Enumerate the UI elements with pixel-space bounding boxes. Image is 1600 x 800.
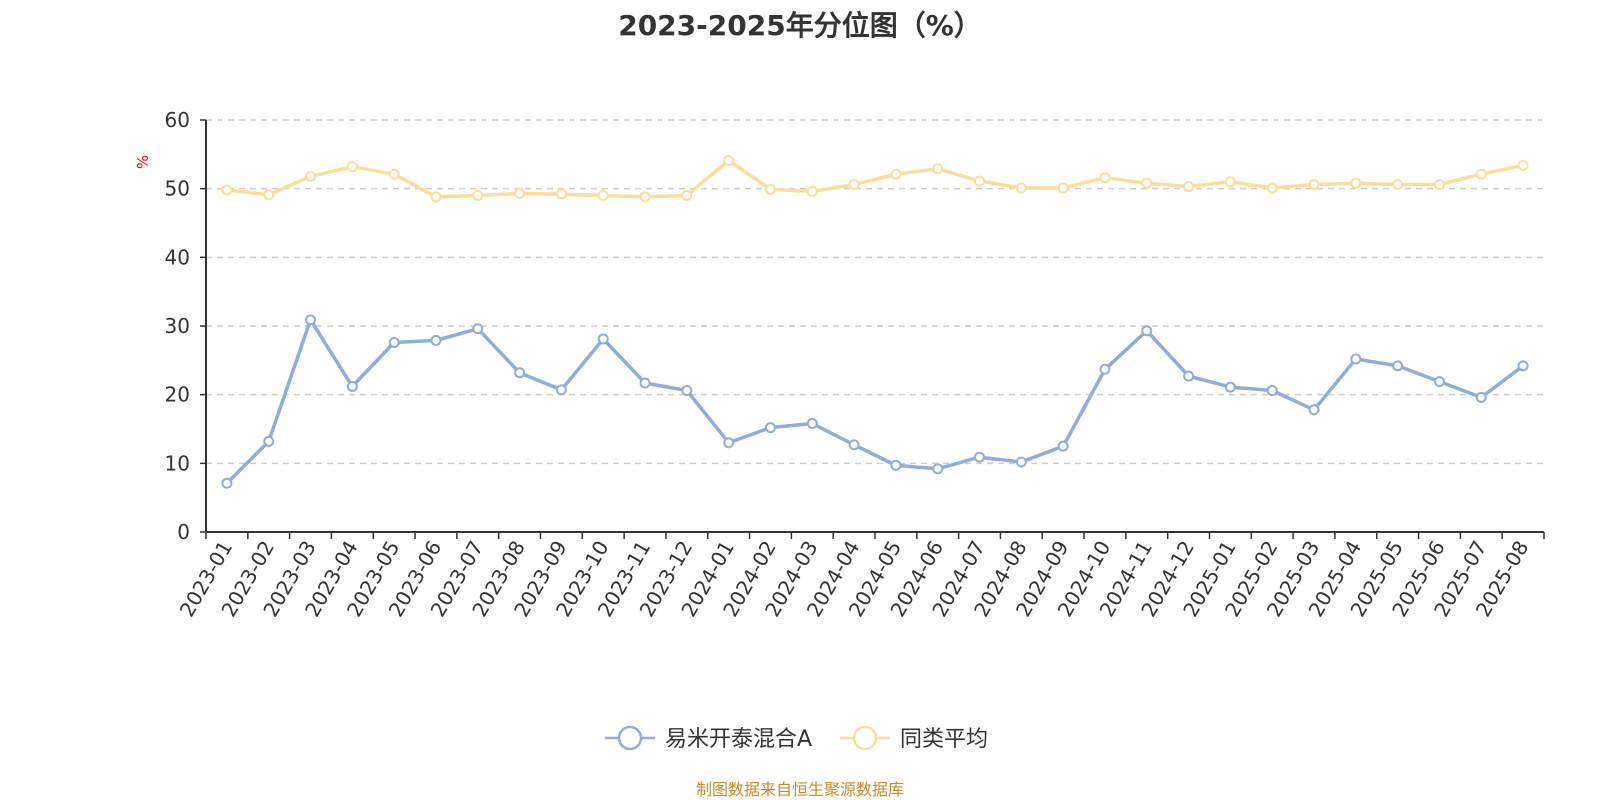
data-point — [1308, 179, 1320, 191]
data-point — [514, 187, 526, 199]
data-point — [388, 336, 400, 348]
chart-title: 2023-2025年分位图（%） — [618, 9, 982, 42]
data-point — [263, 435, 275, 447]
data-point — [1099, 172, 1111, 184]
data-point — [1517, 360, 1529, 372]
data-point — [430, 191, 442, 203]
data-point — [1224, 176, 1236, 188]
legend-label-2: 同类平均 — [900, 727, 988, 752]
data-point — [723, 155, 735, 167]
data-point — [263, 189, 275, 201]
data-point — [346, 161, 358, 173]
series-line-2 — [226, 158, 1524, 199]
data-point — [890, 459, 902, 471]
data-point — [1057, 440, 1069, 452]
data-point — [848, 179, 860, 191]
y-tick-label: 40 — [165, 245, 190, 269]
y-tick-label: 50 — [165, 177, 190, 201]
data-point — [639, 191, 651, 203]
data-point — [1392, 179, 1404, 191]
data-point — [1183, 181, 1195, 193]
legend: 易米开泰混合A 同类平均 — [605, 725, 988, 752]
data-point — [681, 385, 693, 397]
data-point — [1475, 168, 1487, 180]
y-tick-label: 20 — [165, 383, 190, 407]
data-point — [514, 367, 526, 379]
data-point — [681, 190, 693, 202]
data-point — [764, 422, 776, 434]
data-point — [806, 185, 818, 197]
data-point — [597, 333, 609, 345]
y-tick-label: 10 — [165, 451, 190, 475]
data-point — [974, 451, 986, 463]
data-point — [555, 188, 567, 200]
data-point — [430, 334, 442, 346]
data-point — [1015, 456, 1027, 468]
data-point — [221, 477, 233, 489]
data-point — [1266, 182, 1278, 194]
data-point — [1141, 177, 1153, 189]
data-point — [305, 170, 317, 182]
data-point — [305, 314, 317, 326]
legend-marker-1 — [617, 725, 643, 751]
y-tick-label: 30 — [165, 314, 190, 338]
legend-marker-2 — [852, 725, 878, 751]
data-point — [806, 418, 818, 430]
data-point — [472, 323, 484, 335]
y-tick-label: 0 — [177, 520, 190, 544]
y-tick-label: 60 — [165, 108, 190, 132]
data-point — [848, 439, 860, 451]
data-point — [890, 168, 902, 180]
data-point — [1350, 177, 1362, 189]
data-point — [346, 380, 358, 392]
data-point — [1099, 363, 1111, 375]
y-axis-unit-label: % — [134, 155, 152, 169]
data-point — [764, 183, 776, 195]
data-point — [639, 377, 651, 389]
gridlines — [206, 119, 1544, 465]
data-point — [1433, 376, 1445, 388]
data-point — [723, 437, 735, 449]
data-point — [1266, 385, 1278, 397]
series-lines — [221, 155, 1529, 489]
data-point — [1475, 391, 1487, 403]
data-point — [1015, 182, 1027, 194]
data-point — [974, 175, 986, 187]
data-point — [221, 184, 233, 196]
data-point — [1183, 370, 1195, 382]
data-point — [1141, 325, 1153, 337]
data-point — [472, 190, 484, 202]
data-point — [388, 168, 400, 180]
data-point — [1224, 381, 1236, 393]
data-point — [1392, 360, 1404, 372]
data-point — [597, 190, 609, 202]
data-point — [932, 163, 944, 175]
data-point — [1433, 179, 1445, 191]
source-note: 制图数据来自恒生聚源数据库 — [695, 780, 904, 799]
series-line-1 — [225, 318, 1525, 485]
data-point — [1057, 182, 1069, 194]
data-point — [1308, 404, 1320, 416]
data-point — [555, 384, 567, 396]
data-point — [932, 463, 944, 475]
data-point — [1517, 159, 1529, 171]
data-point — [1350, 353, 1362, 365]
legend-label-1: 易米开泰混合A — [665, 727, 812, 752]
